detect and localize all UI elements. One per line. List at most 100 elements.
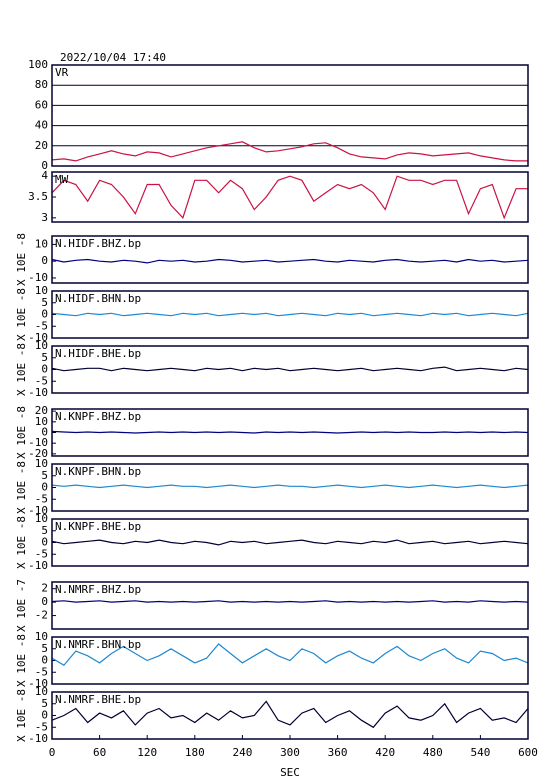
waveform xyxy=(51,539,529,546)
waveform xyxy=(51,600,529,603)
y-tick-label: 0 xyxy=(41,595,48,608)
y-tick-label: -5 xyxy=(35,720,48,733)
y-tick-label: 5 xyxy=(41,697,48,710)
x-tick-label: 360 xyxy=(328,746,348,759)
x-tick-label: 180 xyxy=(185,746,205,759)
unit-label: X 10E -8 xyxy=(15,516,28,569)
y-tick-label: 2 xyxy=(41,582,48,595)
panel-label: VR xyxy=(55,66,69,79)
panel-label: N.KNPF.BHN.bp xyxy=(55,465,141,478)
panel-label: MW xyxy=(55,173,69,186)
panel-frame xyxy=(51,235,529,284)
y-tick-label: 0 xyxy=(41,308,48,321)
panel-frame xyxy=(51,290,529,339)
y-tick-label: 0 xyxy=(41,709,48,722)
unit-label: X 10E -8 xyxy=(15,461,28,514)
panel-frame xyxy=(51,345,529,394)
y-tick-label: -5 xyxy=(35,665,48,678)
x-tick-label: 240 xyxy=(232,746,252,759)
chart-title: 2022/10/04 17:40 xyxy=(60,51,166,64)
panel-frame xyxy=(51,636,529,685)
y-tick-label: 10 xyxy=(35,630,48,643)
waveform xyxy=(51,312,529,317)
y-tick-label: -20 xyxy=(28,447,48,460)
waveform xyxy=(51,484,529,489)
y-tick-label: 10 xyxy=(35,685,48,698)
y-tick-label: 10 xyxy=(35,339,48,352)
y-tick-label: 5 xyxy=(41,351,48,364)
y-tick-label: -10 xyxy=(28,732,48,745)
y-tick-label: 0 xyxy=(41,536,48,549)
y-tick-label: -10 xyxy=(28,436,48,449)
y-tick-label: 5 xyxy=(41,469,48,482)
y-tick-label: -5 xyxy=(35,547,48,560)
y-tick-label: 10 xyxy=(35,457,48,470)
y-tick-label: -10 xyxy=(28,559,48,572)
x-tick-label: 0 xyxy=(49,746,56,759)
y-tick-label: 0 xyxy=(41,654,48,667)
y-tick-label: 5 xyxy=(41,524,48,537)
y-tick-label: 4 xyxy=(41,169,48,182)
y-tick-label: -10 xyxy=(28,386,48,399)
panel-frame xyxy=(51,581,529,630)
panel-frame xyxy=(51,463,529,512)
panel-label: N.HIDF.BHE.bp xyxy=(55,347,141,360)
waveform xyxy=(51,141,528,162)
unit-label: X 10E -8 xyxy=(15,233,28,286)
y-tick-label: 80 xyxy=(35,78,48,91)
panel-label: N.KNPF.BHE.bp xyxy=(55,520,141,533)
unit-label: X 10E -8 xyxy=(15,634,28,687)
y-tick-label: -5 xyxy=(35,374,48,387)
x-tick-label: 420 xyxy=(375,746,395,759)
x-tick-label: 540 xyxy=(470,746,490,759)
panel-frame xyxy=(51,171,529,223)
waveform xyxy=(51,700,529,729)
y-tick-label: 20 xyxy=(35,139,48,152)
panel-frame xyxy=(51,518,529,567)
y-tick-label: 10 xyxy=(35,284,48,297)
unit-label: X 10E -8 xyxy=(15,689,28,742)
y-tick-label: 10 xyxy=(35,415,48,428)
x-tick-label: 300 xyxy=(280,746,300,759)
panel-label: N.HIDF.BHN.bp xyxy=(55,292,141,305)
waveform xyxy=(51,366,529,372)
waveform xyxy=(51,175,528,220)
unit-label: X 10E -7 xyxy=(15,579,28,632)
y-tick-label: 20 xyxy=(35,404,48,417)
panel-label: N.NMRF.BHE.bp xyxy=(55,693,141,706)
y-tick-label: 3 xyxy=(41,211,48,224)
y-tick-label: 0 xyxy=(41,363,48,376)
y-tick-label: 5 xyxy=(41,296,48,309)
y-tick-label: 3.5 xyxy=(28,190,48,203)
waveform xyxy=(51,258,529,264)
y-tick-label: 0 xyxy=(41,481,48,494)
y-tick-label: 60 xyxy=(35,98,48,111)
y-tick-label: -10 xyxy=(28,331,48,344)
panel-frame xyxy=(51,64,529,167)
panel-label: N.KNPF.BHZ.bp xyxy=(55,410,141,423)
y-tick-label: 100 xyxy=(28,58,48,71)
x-tick-label: 600 xyxy=(518,746,538,759)
y-tick-label: 0 xyxy=(41,426,48,439)
panel-label: N.HIDF.BHZ.bp xyxy=(55,237,141,250)
unit-label: X 10E -8 xyxy=(15,288,28,341)
x-tick-label: 480 xyxy=(423,746,443,759)
y-tick-label: 0 xyxy=(41,159,48,172)
y-tick-label: 10 xyxy=(35,237,48,250)
x-tick-label: 120 xyxy=(137,746,157,759)
y-tick-label: -2 xyxy=(35,609,48,622)
x-tick-label: 60 xyxy=(93,746,106,759)
y-tick-label: -5 xyxy=(35,492,48,505)
panel-label: N.NMRF.BHN.bp xyxy=(55,638,141,651)
panel-frame xyxy=(51,408,529,457)
x-axis-label: SEC xyxy=(280,766,300,779)
waveform xyxy=(51,430,529,434)
unit-label: X 10E -8 xyxy=(15,343,28,396)
y-tick-label: -5 xyxy=(35,319,48,332)
waveform xyxy=(51,643,529,666)
y-tick-label: 10 xyxy=(35,512,48,525)
y-tick-label: -10 xyxy=(28,271,48,284)
y-tick-label: -10 xyxy=(28,677,48,690)
unit-label: X 10E -8 xyxy=(15,406,28,459)
